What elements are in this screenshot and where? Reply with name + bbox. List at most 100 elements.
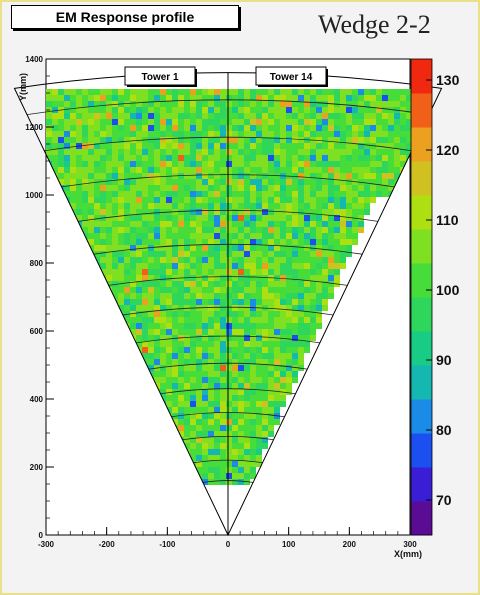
- heatmap-cell: [238, 467, 244, 473]
- heatmap-cell: [268, 365, 274, 371]
- heatmap-cell: [172, 377, 178, 383]
- heatmap-cell: [262, 395, 268, 401]
- heatmap-cell: [334, 245, 340, 251]
- heatmap-cell: [238, 359, 244, 365]
- heatmap-cell: [250, 335, 256, 341]
- heatmap-cell: [196, 287, 202, 293]
- heatmap-cell: [208, 443, 214, 449]
- heatmap-cell: [112, 167, 118, 173]
- heatmap-cell: [82, 155, 88, 161]
- heatmap-cell: [142, 143, 148, 149]
- heatmap-cell: [346, 161, 352, 167]
- heatmap-cell: [304, 203, 310, 209]
- heatmap-cell: [364, 125, 370, 131]
- heatmap-cell: [64, 143, 70, 149]
- heatmap-cell: [244, 167, 250, 173]
- heatmap-cell: [328, 203, 334, 209]
- heatmap-cell: [310, 221, 316, 227]
- heatmap-cell: [142, 239, 148, 245]
- heatmap-cell: [226, 203, 232, 209]
- heatmap-cell: [232, 185, 238, 191]
- heatmap-cell: [190, 89, 196, 95]
- heatmap-cell: [220, 467, 226, 473]
- heatmap-cell: [388, 131, 394, 137]
- heatmap-cell: [196, 143, 202, 149]
- heatmap-cell: [148, 125, 154, 131]
- wedge-outline: [13, 72, 443, 537]
- heatmap-cell: [214, 167, 220, 173]
- heatmap-cell: [160, 317, 166, 323]
- heatmap-cell: [292, 197, 298, 203]
- heatmap-cell: [118, 107, 124, 113]
- heatmap-cell: [142, 293, 148, 299]
- heatmap-cell: [118, 179, 124, 185]
- heatmap-cell: [196, 221, 202, 227]
- heatmap-cell: [184, 89, 190, 95]
- heatmap-cell: [202, 359, 208, 365]
- heatmap-cell: [358, 203, 364, 209]
- heatmap-cell: [64, 131, 70, 137]
- heatmap-cell: [322, 245, 328, 251]
- heatmap-cell: [286, 239, 292, 245]
- heatmap-cell: [220, 281, 226, 287]
- heatmap-cell: [274, 389, 280, 395]
- heatmap-cell: [280, 257, 286, 263]
- heatmap-cell: [166, 143, 172, 149]
- heatmap-cell: [274, 365, 280, 371]
- heatmap-cell: [256, 125, 262, 131]
- heatmap-cell: [328, 131, 334, 137]
- heatmap-cell: [364, 197, 370, 203]
- heatmap-cell: [394, 101, 400, 107]
- heatmap-cell: [172, 221, 178, 227]
- heatmap-cell: [358, 125, 364, 131]
- heatmap-cell: [304, 269, 310, 275]
- heatmap-cell: [250, 161, 256, 167]
- axes: -300 -200 -100 0 100 200 300020040060080010001…: [25, 55, 417, 549]
- heatmap-cell: [274, 143, 280, 149]
- heatmap-cell: [328, 287, 334, 293]
- heatmap-cell: [64, 167, 70, 173]
- colorbar-swatch: [411, 195, 432, 230]
- heatmap-cell: [112, 143, 118, 149]
- heatmap-cell: [346, 125, 352, 131]
- heatmap-cell: [190, 437, 196, 443]
- heatmap-cell: [352, 233, 358, 239]
- heatmap-cell: [220, 305, 226, 311]
- heatmap-cell: [46, 137, 52, 143]
- heatmap-cell: [178, 89, 184, 95]
- heatmap-cell: [94, 161, 100, 167]
- heatmap-cell: [172, 191, 178, 197]
- heatmap-cell: [190, 449, 196, 455]
- heatmap-cell: [214, 269, 220, 275]
- x-tick-label: 300: [403, 540, 417, 549]
- heatmap-cell: [124, 233, 130, 239]
- heatmap-cell: [196, 323, 202, 329]
- heatmap-cell: [208, 401, 214, 407]
- heatmap-cell: [94, 95, 100, 101]
- heatmap-cell: [148, 167, 154, 173]
- heatmap-cell: [226, 191, 232, 197]
- heatmap-cell: [154, 215, 160, 221]
- heatmap-cell: [178, 293, 184, 299]
- heatmap-cell: [166, 245, 172, 251]
- heatmap-cell: [292, 113, 298, 119]
- heatmap-cell: [274, 371, 280, 377]
- heatmap-cell: [100, 95, 106, 101]
- heatmap-cell: [220, 359, 226, 365]
- heatmap-cell: [166, 395, 172, 401]
- heatmap-cell: [244, 227, 250, 233]
- heatmap-cell: [52, 167, 58, 173]
- heatmap-cell: [184, 395, 190, 401]
- heatmap-cell: [190, 455, 196, 461]
- heatmap-cell: [250, 443, 256, 449]
- heatmap-cell: [334, 149, 340, 155]
- heatmap-cell: [172, 353, 178, 359]
- heatmap-cell: [238, 119, 244, 125]
- heatmap-cell: [238, 383, 244, 389]
- heatmap-cell: [250, 209, 256, 215]
- heatmap-cell: [256, 323, 262, 329]
- heatmap-cell: [208, 191, 214, 197]
- heatmap-cell: [274, 233, 280, 239]
- heatmap-cell: [226, 239, 232, 245]
- heatmap-cell: [190, 161, 196, 167]
